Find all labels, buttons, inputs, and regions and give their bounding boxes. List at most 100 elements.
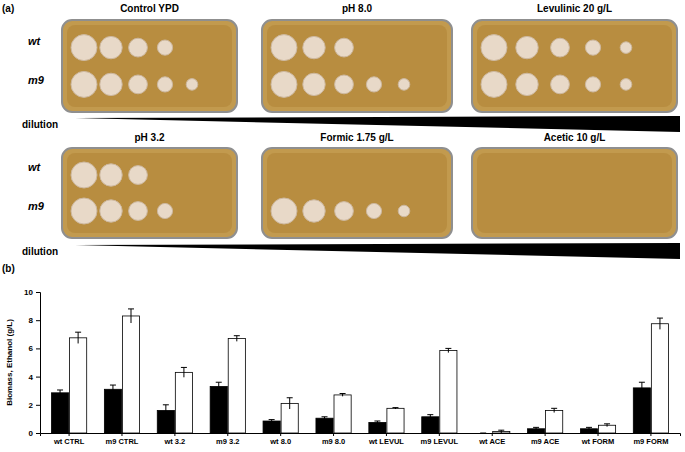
colony-spot — [335, 38, 354, 57]
colony-spot — [100, 73, 122, 95]
error-bar — [75, 332, 81, 343]
dilution-label: dilution — [22, 246, 58, 257]
error-bar-cap — [639, 382, 645, 383]
colony-spot — [335, 202, 354, 221]
error-bar — [269, 420, 275, 423]
bar — [70, 338, 87, 433]
colony-spot — [620, 42, 632, 54]
error-bar — [427, 415, 433, 419]
plate-agar — [477, 153, 672, 233]
error-bar-cap — [604, 423, 610, 424]
error-bar-cap — [480, 433, 486, 434]
colony-spot — [398, 205, 410, 217]
colony-spot — [129, 38, 148, 57]
colony-spot — [129, 166, 148, 185]
x-tick-label: m9 FORM — [633, 437, 668, 446]
error-bar — [57, 390, 63, 396]
bar — [475, 433, 492, 434]
bar — [122, 316, 139, 433]
y-tick: 4 — [29, 373, 40, 382]
y-axis: 0 2 4 6 8 10 — [24, 288, 40, 438]
error-bar — [533, 427, 539, 430]
y-tick-label: 6 — [29, 344, 34, 353]
error-bar-cap — [269, 419, 275, 420]
colony-spot — [271, 35, 297, 61]
x-tick: m9 ACE — [531, 433, 559, 446]
plate-dish — [62, 20, 237, 112]
error-bar-cap — [163, 404, 169, 405]
error-bar-cap — [445, 348, 451, 349]
y-tick-mark — [36, 377, 40, 378]
error-bar-stem — [430, 415, 431, 419]
bar — [51, 393, 68, 433]
error-bar-stem — [218, 382, 219, 390]
y-tick-mark — [36, 292, 40, 293]
error-bar-stem — [448, 348, 449, 352]
error-bar-stem — [183, 367, 184, 377]
error-bar-cap — [181, 367, 187, 368]
bar — [422, 417, 439, 433]
error-bar-cap — [657, 318, 663, 319]
error-bar-stem — [236, 336, 237, 342]
plate-agar — [267, 153, 447, 233]
error-bar — [322, 417, 328, 420]
error-bar-stem — [554, 408, 555, 412]
colony-spot — [398, 79, 410, 91]
bar — [387, 408, 404, 433]
panel-label: (a) — [2, 3, 14, 14]
plate-title: Acetic 10 g/L — [544, 132, 606, 143]
x-tick: wt FORM — [581, 433, 615, 446]
error-bar — [234, 336, 240, 342]
x-tick-label: wt CTRL — [53, 437, 85, 446]
plate-agar — [67, 153, 232, 233]
colony-spot — [585, 40, 600, 55]
error-bar — [287, 398, 293, 409]
error-bar — [181, 367, 187, 377]
plate-title: Formic 1.75 g/L — [320, 132, 393, 143]
error-bar-stem — [112, 385, 113, 393]
plate-title: pH 8.0 — [342, 3, 372, 14]
colony-spot — [271, 71, 297, 97]
plate-agar — [267, 25, 447, 107]
colony-spot — [157, 203, 172, 218]
error-bar — [374, 421, 380, 424]
y-tick-label: 10 — [24, 288, 33, 297]
x-tick-label: wt FORM — [581, 437, 615, 446]
bar — [369, 422, 386, 433]
colony-spot — [129, 75, 148, 94]
error-bar-stem — [60, 390, 61, 396]
colony-spot — [71, 198, 97, 224]
y-tick: 2 — [29, 401, 40, 410]
error-bar — [480, 433, 486, 434]
x-axis: wt CTRLm9 CTRLwt 3.2m9 3.2wt 8.0m9 8.0wt… — [41, 433, 681, 446]
y-tick-label: 0 — [29, 429, 34, 438]
error-bar-stem — [78, 332, 79, 343]
plate-title: Control YPD — [120, 3, 179, 14]
y-tick-label: 8 — [29, 316, 34, 325]
plate-dish — [62, 148, 237, 238]
error-bar — [639, 382, 645, 393]
colony-spot — [366, 203, 381, 218]
bar — [175, 372, 192, 433]
dilution-wedge — [75, 116, 680, 132]
plate-dish — [262, 148, 452, 238]
y-tick-label: 4 — [29, 373, 34, 382]
error-bar — [445, 348, 451, 352]
y-tick-mark — [36, 348, 40, 349]
colony-spot — [100, 36, 122, 58]
x-tick-label: wt 3.2 — [163, 437, 185, 446]
y-tick: 6 — [29, 344, 40, 353]
colony-spot — [100, 200, 122, 222]
bar — [440, 351, 457, 433]
colony-spot — [186, 79, 198, 91]
colony-spot — [71, 35, 97, 61]
plate — [62, 148, 237, 238]
colony-spot — [303, 200, 325, 222]
bar — [210, 386, 227, 433]
colony-spot — [481, 71, 507, 97]
x-tick-label: m9 LEVUL — [421, 437, 459, 446]
x-tick-label: m9 3.2 — [216, 437, 239, 446]
x-tick-label: m9 ACE — [531, 437, 559, 446]
y-tick: 10 — [24, 288, 40, 297]
colony-spot — [481, 35, 507, 61]
